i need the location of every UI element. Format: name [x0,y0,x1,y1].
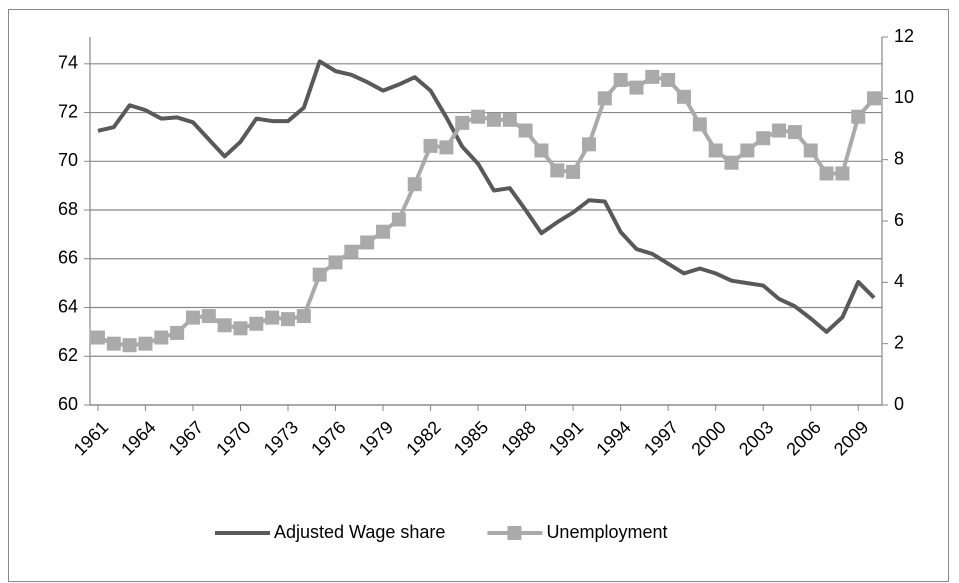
marker [170,325,185,340]
y-tick-label: 74 [58,53,78,73]
marker [772,123,787,138]
marker [661,72,676,87]
marker [455,115,470,130]
series-line [97,59,876,334]
y2-tick-label: 6 [894,210,904,230]
marker [581,137,596,152]
marker [502,112,517,127]
marker [629,80,644,95]
marker [692,117,707,132]
marker [518,123,533,138]
marker [613,72,628,87]
marker [787,125,802,140]
marker [851,109,866,124]
y-tick-label: 72 [58,101,78,121]
marker [756,131,771,146]
marker [154,330,169,345]
marker [566,164,581,179]
marker [249,316,264,331]
marker [312,267,327,282]
marker [185,310,200,325]
marker [217,318,232,333]
marker [803,143,818,158]
marker [740,143,755,158]
legend-label: Unemployment [546,522,667,542]
marker [138,336,153,351]
marker [819,166,834,181]
y-tick-label: 62 [58,345,78,365]
marker [344,244,359,259]
y-tick-label: 70 [58,150,78,170]
legend-marker [507,526,522,540]
marker [360,235,375,250]
y-tick-label: 68 [58,199,78,219]
y2-tick-label: 10 [894,87,914,107]
marker [265,310,280,325]
marker [677,89,691,104]
marker [835,166,850,181]
y-tick-label: 64 [58,296,78,316]
marker [597,91,612,106]
marker [201,309,216,324]
marker [486,112,501,127]
marker [423,138,438,153]
y2-tick-label: 4 [894,271,904,291]
marker [281,312,295,327]
y2-tick-label: 12 [894,26,914,46]
marker [867,91,882,106]
y-tick-label: 66 [58,248,78,268]
marker [391,212,406,227]
y2-tick-label: 8 [894,148,904,168]
marker [534,143,549,158]
y-tick-label: 60 [58,394,78,414]
marker [328,255,343,270]
marker [724,155,739,170]
marker [296,309,311,324]
marker [106,336,121,351]
chart-border [8,9,949,582]
marker [90,330,105,345]
marker [122,338,137,353]
y2-tick-label: 0 [894,394,904,414]
marker [376,224,391,239]
marker [550,163,565,178]
marker [439,140,454,155]
marker [645,69,660,84]
marker [708,143,723,158]
legend-label: Adjusted Wage share [274,522,445,542]
marker [471,109,486,124]
y2-tick-label: 2 [894,332,904,352]
marker [233,321,248,336]
marker [407,177,422,192]
